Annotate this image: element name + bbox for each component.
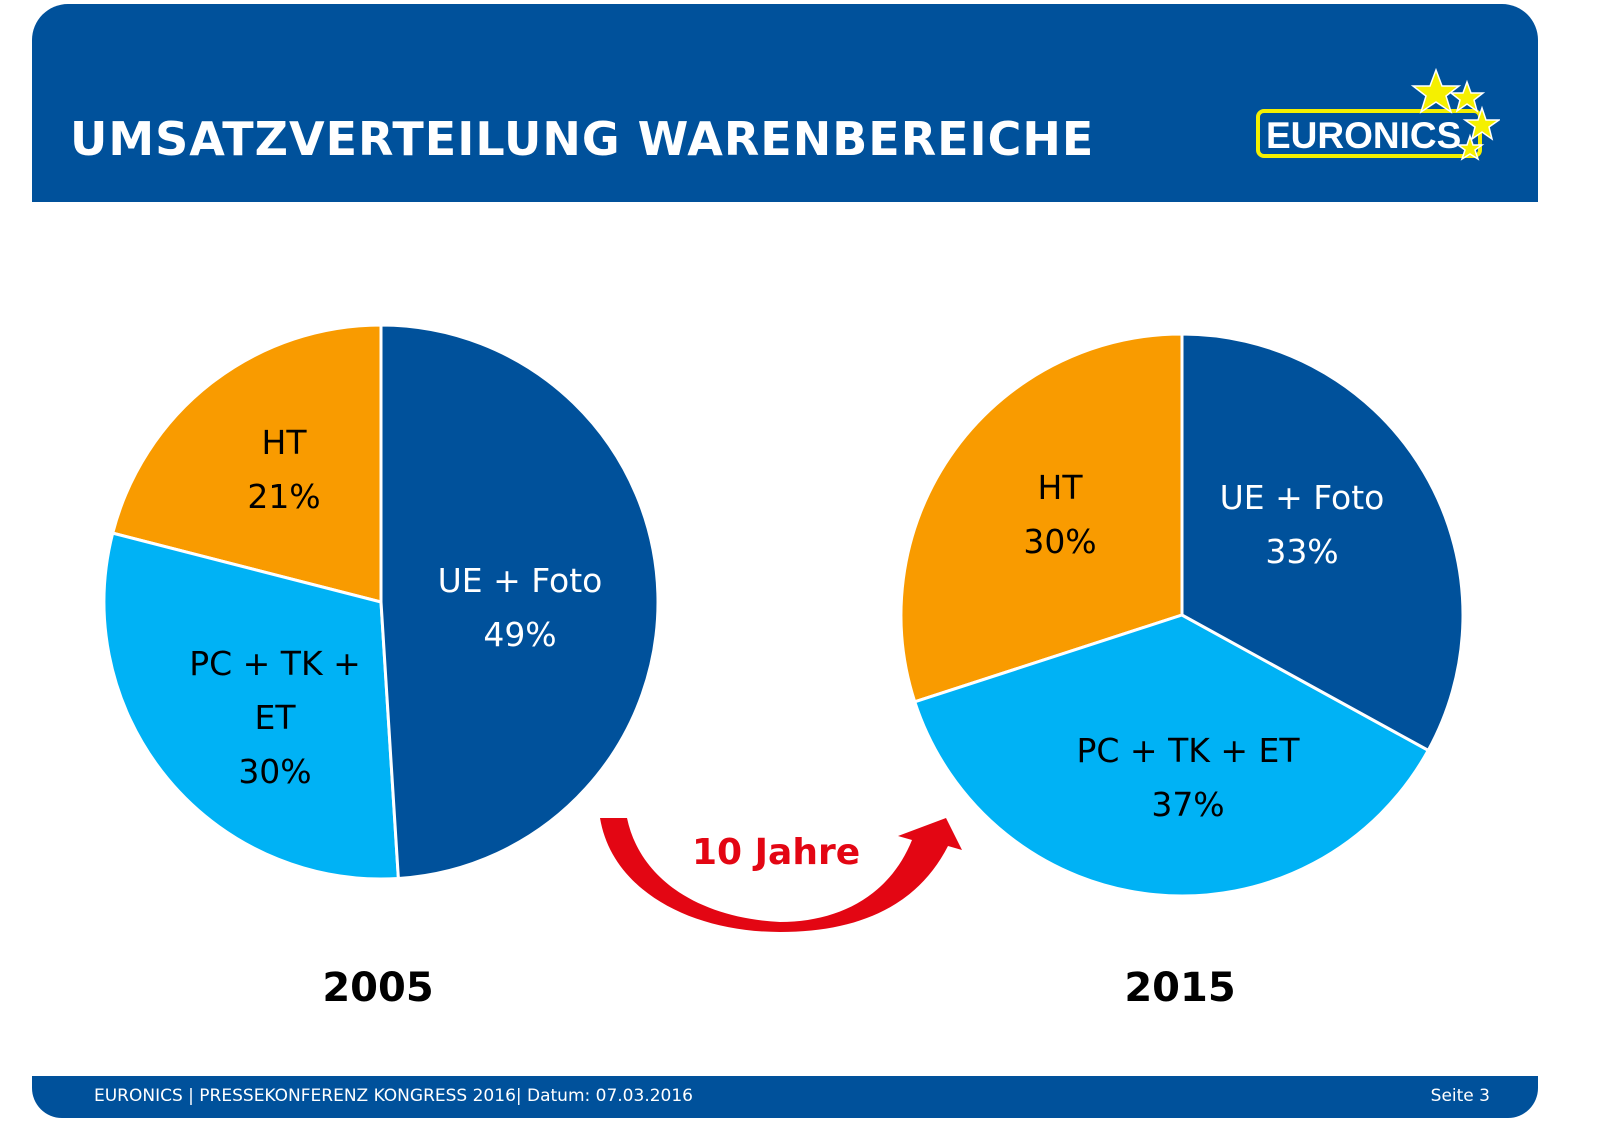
- pie-slice-2005-0: [379, 323, 660, 881]
- year-2005: 2005: [322, 965, 434, 1011]
- star-icon: [1455, 133, 1485, 161]
- slice-category: PC + TK + ET: [1076, 731, 1300, 770]
- pie-slice-2005-2: [110, 323, 383, 604]
- slice-label: UE + Foto 49%: [438, 554, 603, 662]
- change-arrow: [600, 818, 962, 932]
- slice-category: UE + Foto: [437, 561, 603, 600]
- pie-slice-2015-2: [899, 332, 1184, 704]
- slice-value: 30%: [238, 752, 312, 791]
- star-icon: [1410, 67, 1462, 114]
- slice-category: PC + TK + ET: [189, 644, 361, 737]
- slice-label: PC + TK + ET 30%: [165, 637, 385, 799]
- footer-text: EURONICS | PRESSEKONFERENZ KONGRESS 2016…: [94, 1086, 693, 1106]
- footer-bar: EURONICS | PRESSEKONFERENZ KONGRESS 2016…: [32, 1076, 1538, 1118]
- slice-category: HT: [261, 423, 307, 462]
- slice-value: 30%: [1023, 522, 1097, 561]
- slice-value: 37%: [1151, 785, 1225, 824]
- slice-label: UE + Foto 33%: [1220, 471, 1385, 579]
- euronics-logo: EURONICS: [1256, 67, 1500, 161]
- pie-slice-2015-0: [1180, 332, 1465, 753]
- header-bar: UMSATZVERTEILUNG WARENBEREICHE: [32, 4, 1538, 202]
- slice-value: 21%: [247, 477, 321, 516]
- slice-value: 49%: [483, 615, 557, 654]
- slice-label: PC + TK + ET 37%: [1076, 724, 1299, 832]
- arrow-label: 10 Jahre: [692, 832, 861, 873]
- pie-slice-2015-1: [912, 613, 1431, 898]
- page-title: UMSATZVERTEILUNG WARENBEREICHE: [70, 112, 1095, 166]
- star-icon: [1448, 79, 1486, 113]
- slice-label: HT 21%: [247, 416, 320, 524]
- logo-text: EURONICS: [1266, 115, 1461, 156]
- slice-label: HT 30%: [1023, 461, 1096, 569]
- star-icon: [1462, 105, 1500, 141]
- slice-value: 33%: [1265, 532, 1339, 571]
- pie-slice-2005-1: [102, 531, 400, 881]
- slice-category: UE + Foto: [1219, 478, 1385, 517]
- slice-category: HT: [1037, 468, 1083, 507]
- page-number: Seite 3: [1430, 1086, 1490, 1106]
- year-2015: 2015: [1124, 965, 1236, 1011]
